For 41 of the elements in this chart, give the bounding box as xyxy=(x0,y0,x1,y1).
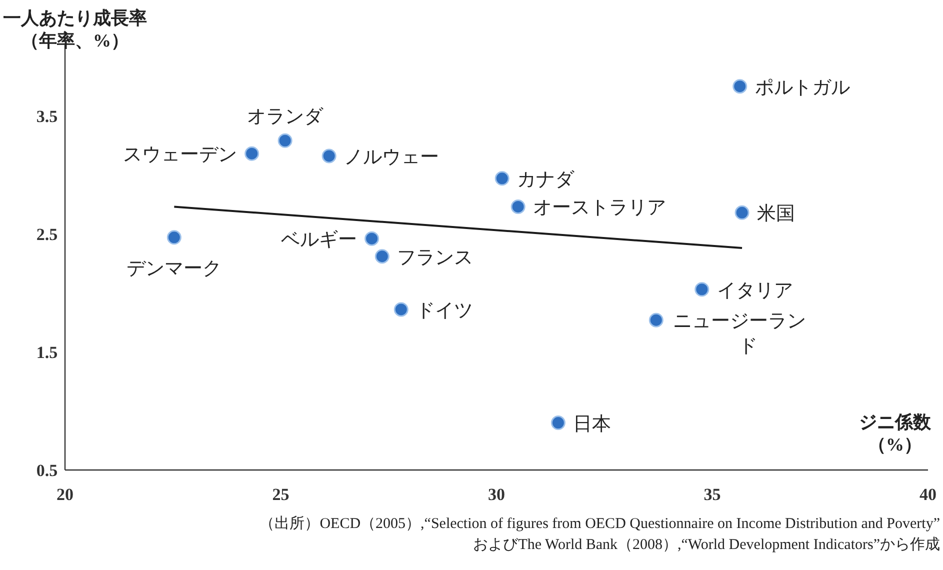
annotation: ポルトガル xyxy=(754,77,850,98)
y-tick-label: 2.5 xyxy=(36,224,58,244)
y-tick-label: 1.5 xyxy=(36,342,58,362)
point xyxy=(166,230,182,245)
annotation: ベルギー xyxy=(280,230,357,251)
annotation: カナダ xyxy=(517,169,576,190)
y-tick-label: 3.5 xyxy=(36,106,58,126)
annotation: 米国 xyxy=(757,204,796,225)
x-tick-label: 40 xyxy=(920,485,936,504)
point xyxy=(364,231,380,246)
annotation: ノルウェー xyxy=(344,146,440,168)
annotation: ニュージーランド xyxy=(673,311,806,357)
point xyxy=(734,205,750,220)
point xyxy=(494,171,510,186)
text: （出所）OECD（2005）,“Selection of figures from OECD Questionnaire on Income Distribution and Poverty” xyxy=(260,515,940,532)
point xyxy=(550,416,566,430)
annotation: フランス xyxy=(397,247,474,268)
text: およびThe World Bank（2008）,“World Development Indicators”から作成 xyxy=(473,536,940,553)
annotation: オランダ xyxy=(247,106,324,128)
annotation: イタリア xyxy=(716,280,793,302)
point xyxy=(278,133,292,148)
annotation: 日本 xyxy=(573,414,612,435)
point xyxy=(510,199,526,214)
y-axis-title: 一人あたり成長率（年率、%） xyxy=(3,8,147,50)
point xyxy=(322,148,336,164)
point xyxy=(694,282,710,297)
point xyxy=(732,79,748,94)
x-tick-label: 30 xyxy=(488,485,505,504)
point xyxy=(374,249,390,264)
point xyxy=(648,312,664,328)
annotation: オーストラリア xyxy=(533,198,666,219)
annotation: デンマーク xyxy=(126,258,222,280)
annotation: ドイツ xyxy=(416,300,474,322)
point xyxy=(394,302,408,317)
annotation: スウェーデン xyxy=(122,144,237,166)
y-tick-label: 0.5 xyxy=(36,461,58,480)
point xyxy=(244,146,260,161)
x-tick-label: 25 xyxy=(272,485,290,504)
x-tick-label: 35 xyxy=(704,485,721,504)
x-axis-title: ジニ係数（%） xyxy=(859,412,932,454)
x-tick-label: 20 xyxy=(56,485,74,504)
